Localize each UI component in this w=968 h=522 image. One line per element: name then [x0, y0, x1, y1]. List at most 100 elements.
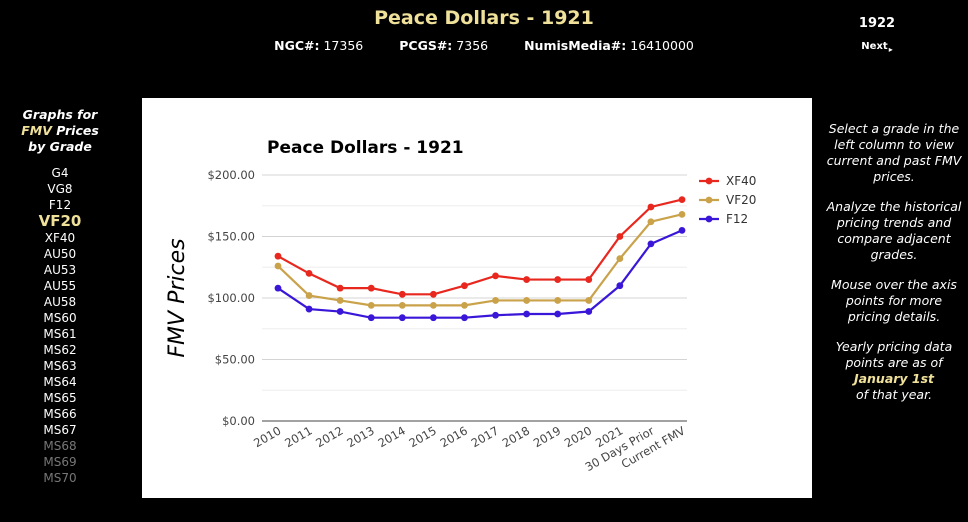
y-axis-label: FMV Prices [165, 238, 190, 357]
data-point-f12 [367, 314, 375, 322]
pcgs-label: PCGS#: [399, 38, 453, 53]
pcgs-value: 7356 [456, 38, 489, 53]
data-point-vf20 [274, 262, 282, 270]
data-point-xf40 [523, 276, 531, 283]
data-point-f12 [523, 310, 531, 318]
heading-prices: Prices [51, 123, 99, 138]
data-point-vf20 [305, 292, 313, 299]
grade-sidebar-heading: Graphs for FMV Prices by Grade [10, 107, 110, 155]
data-point-xf40 [554, 276, 562, 283]
grade-link-au50[interactable]: AU50 [43, 247, 77, 261]
grade-link-ms62[interactable]: MS62 [43, 343, 77, 357]
x-tick-label: 2014 [375, 423, 407, 450]
info-select-grade: Select a grade in the left column to vie… [826, 121, 962, 184]
x-tick-label: 2018 [500, 423, 532, 450]
data-point-f12 [616, 282, 624, 290]
grade-link-ms69: MS69 [43, 455, 77, 469]
grade-link-g4[interactable]: G4 [51, 166, 69, 180]
chart-container: Peace Dollars - 1921 FMV Prices $200.00 $15… [142, 98, 812, 498]
series-line-vf20 [277, 213, 683, 307]
data-point-vf20 [647, 218, 655, 226]
grade-link-vg8[interactable]: VG8 [47, 182, 73, 196]
x-tick-label: 2017 [469, 423, 501, 450]
grade-link-au58[interactable]: AU58 [43, 295, 77, 309]
pcgs-id: PCGS#: 7356 [399, 38, 488, 53]
data-point-f12 [398, 314, 406, 322]
grade-link-f12[interactable]: F12 [48, 198, 72, 212]
grade-link-ms67[interactable]: MS67 [43, 423, 77, 437]
data-point-vf20 [398, 301, 406, 309]
page-title: Peace Dollars - 1921 [374, 7, 594, 29]
data-point-vf20 [336, 297, 344, 304]
next-link-text[interactable]: Next [861, 41, 888, 52]
data-point-f12 [429, 314, 437, 322]
data-point-xf40 [305, 270, 313, 277]
data-point-f12 [554, 310, 562, 318]
data-point-vf20 [523, 297, 531, 304]
ngc-value: 17356 [323, 38, 364, 53]
next-arrow-icon: ▸ [888, 45, 893, 54]
data-point-f12 [678, 226, 686, 234]
grade-link-ms60[interactable]: MS60 [43, 311, 77, 325]
grade-link-ms70: MS70 [43, 471, 77, 485]
x-tick-label: 2011 [282, 423, 314, 450]
info-yearly-post: of that year. [855, 387, 933, 402]
grade-link-ms63[interactable]: MS63 [43, 359, 77, 373]
x-tick-label: 2015 [407, 423, 439, 450]
grade-link-ms64[interactable]: MS64 [43, 375, 77, 389]
data-point-vf20 [367, 301, 375, 309]
x-tick-label: 2020 [562, 423, 594, 450]
heading-line-1: Graphs for [22, 107, 98, 122]
legend-marker-f12 [705, 215, 713, 223]
grade-link-ms61[interactable]: MS61 [43, 327, 77, 341]
coin-identifiers: NGC#: 17356 PCGS#: 7356 NumisMedia#: 164… [0, 38, 968, 53]
data-point-vf20 [429, 301, 437, 309]
data-point-xf40 [647, 203, 655, 211]
heading-line-2: FMV Prices [10, 123, 110, 139]
chart-title: Peace Dollars - 1921 [267, 138, 464, 158]
data-point-xf40 [461, 282, 468, 290]
grade-link-xf40[interactable]: XF40 [44, 231, 76, 245]
data-point-xf40 [678, 196, 686, 203]
numismedia-id: NumisMedia#: 16410000 [524, 38, 694, 53]
grade-link-ms66[interactable]: MS66 [43, 407, 77, 421]
data-point-xf40 [429, 290, 437, 298]
grade-link-au55[interactable]: AU55 [43, 279, 77, 293]
data-point-f12 [461, 314, 468, 322]
legend-marker-xf40 [705, 177, 713, 185]
x-tick-label: 2012 [313, 423, 345, 450]
next-year-link[interactable]: Next▸ [849, 41, 905, 54]
x-tick-label: 2019 [531, 423, 563, 450]
legend-label-xf40: XF40 [726, 174, 756, 188]
data-point-f12 [647, 240, 655, 248]
heading-fmv: FMV [21, 123, 52, 138]
grade-link-vf20[interactable]: VF20 [38, 212, 82, 230]
data-point-xf40 [492, 272, 499, 280]
numismedia-value: 16410000 [630, 38, 694, 53]
heading-line-3: by Grade [28, 139, 92, 154]
y-tick-label: $0.00 [222, 414, 255, 428]
data-point-vf20 [616, 255, 624, 263]
legend-label-f12: F12 [726, 212, 748, 226]
ngc-label: NGC#: [274, 38, 320, 53]
data-point-xf40 [336, 284, 344, 292]
data-point-xf40 [274, 252, 282, 260]
y-tick-label: $50.00 [215, 353, 255, 367]
numismedia-label: NumisMedia#: [524, 38, 627, 53]
grade-sidebar: Graphs for FMV Prices by Grade G4 VG8 F12 V… [10, 107, 110, 486]
data-point-xf40 [367, 284, 375, 292]
info-yearly: Yearly pricing data points are as of Janu… [826, 339, 962, 403]
grade-link-ms65[interactable]: MS65 [43, 391, 77, 405]
info-mouse-over: Mouse over the axis points for more pric… [831, 277, 957, 324]
data-point-vf20 [678, 210, 686, 218]
y-tick-label: $100.00 [207, 291, 255, 305]
series-line-f12 [277, 229, 683, 319]
grade-link-au53[interactable]: AU53 [43, 263, 77, 277]
info-analyze: Analyze the historical pricing trends an… [826, 199, 962, 262]
data-point-vf20 [492, 297, 499, 304]
data-point-f12 [274, 284, 282, 292]
info-panel: Select a grade in the left column to vie… [826, 121, 962, 417]
info-yearly-pre: Yearly pricing data points are as of [835, 339, 953, 370]
grade-link-ms68: MS68 [43, 439, 77, 453]
data-point-vf20 [554, 297, 562, 304]
